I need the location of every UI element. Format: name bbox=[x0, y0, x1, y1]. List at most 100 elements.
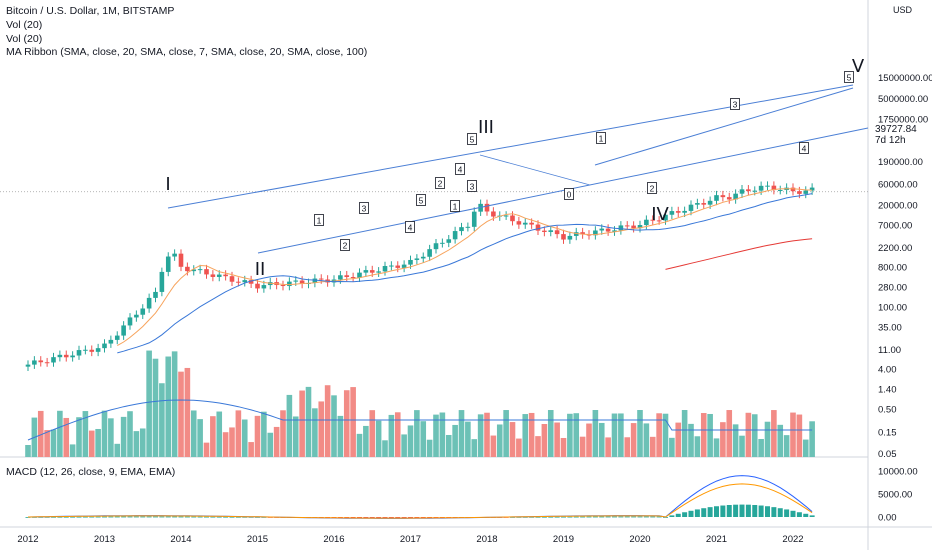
volume-bar bbox=[522, 414, 529, 457]
candle-body bbox=[44, 362, 50, 364]
macd-histogram-bar bbox=[70, 516, 76, 518]
macd-histogram-bar bbox=[720, 505, 726, 517]
candle-body bbox=[631, 225, 636, 229]
volume-bar bbox=[95, 428, 101, 457]
wave-label-minor: 2 bbox=[343, 241, 348, 251]
macd-histogram-bar bbox=[197, 516, 203, 518]
wave-label-major: II bbox=[255, 259, 266, 280]
volume-bar bbox=[88, 430, 95, 457]
macd-histogram-bar bbox=[255, 516, 260, 518]
macd-histogram-bar bbox=[765, 506, 770, 517]
volume-bar bbox=[426, 439, 433, 457]
volume-bar bbox=[197, 419, 203, 457]
candle-body bbox=[433, 243, 439, 250]
candle-body bbox=[223, 274, 228, 277]
volume-bar bbox=[184, 367, 191, 457]
macd-histogram-bar bbox=[592, 516, 598, 518]
volume-bar bbox=[292, 416, 299, 457]
current-price-tag: 39727.84 7d 12h bbox=[871, 124, 932, 146]
volume-bar bbox=[720, 422, 726, 457]
volume-bar bbox=[394, 412, 401, 457]
volume-bar bbox=[726, 410, 733, 457]
price-tick-label: 800.00 bbox=[878, 262, 907, 273]
volume-bar bbox=[261, 411, 267, 457]
candle-body bbox=[369, 270, 375, 273]
macd-histogram-bar bbox=[548, 516, 554, 518]
price-tick-label: 11.00 bbox=[878, 345, 901, 356]
volume-bar bbox=[222, 432, 229, 457]
volume-bar bbox=[37, 410, 44, 457]
volume-bar bbox=[267, 432, 274, 457]
candle-body bbox=[803, 190, 809, 194]
candle-body bbox=[675, 211, 681, 213]
macd-histogram-bar bbox=[529, 516, 535, 518]
volume-bar bbox=[139, 428, 146, 457]
candle-body bbox=[471, 211, 477, 227]
volume-bar bbox=[681, 410, 688, 457]
price-tick-label: 0.05 bbox=[878, 449, 897, 460]
volume-bar bbox=[688, 423, 694, 457]
macd-histogram-bar bbox=[89, 516, 95, 518]
volume-bar bbox=[503, 410, 509, 457]
volume-bar bbox=[579, 436, 586, 457]
candle-body bbox=[395, 265, 401, 268]
wave-label-minor: 4 bbox=[458, 165, 463, 175]
candle-body bbox=[491, 211, 496, 217]
candle-body bbox=[593, 230, 598, 236]
candle-body bbox=[720, 195, 726, 198]
wave-label-box bbox=[314, 214, 324, 226]
candle-body bbox=[739, 189, 745, 194]
volume-bar bbox=[388, 414, 395, 457]
volume-bar bbox=[452, 424, 458, 457]
volume-bar bbox=[343, 390, 350, 457]
candle-body bbox=[688, 204, 694, 211]
macd-histogram-bar bbox=[752, 505, 758, 517]
wave-label-minor: 5 bbox=[470, 135, 475, 145]
candle-body bbox=[159, 271, 165, 292]
volume-bar bbox=[50, 429, 57, 457]
volume-bar bbox=[509, 422, 516, 457]
macd-histogram-bar bbox=[350, 517, 356, 518]
candle-body bbox=[299, 280, 305, 284]
candle-body bbox=[255, 283, 260, 289]
ma-7-line bbox=[117, 188, 813, 347]
price-tick-label: 4.00 bbox=[878, 364, 897, 375]
macd-histogram-bar bbox=[388, 517, 394, 518]
candle-body bbox=[312, 278, 318, 283]
volume-bar bbox=[203, 442, 210, 457]
macd-histogram-bar bbox=[675, 513, 681, 517]
volume-bar bbox=[248, 442, 254, 457]
volume-bar bbox=[477, 414, 484, 457]
price-tick-label: 2200.00 bbox=[878, 243, 912, 254]
time-tick-label: 2013 bbox=[94, 534, 115, 545]
candle-body bbox=[580, 232, 585, 235]
candle-body bbox=[535, 224, 541, 231]
candle-body bbox=[32, 360, 37, 365]
signal-line bbox=[27, 483, 813, 519]
time-tick-label: 2014 bbox=[170, 534, 191, 545]
volume-bar bbox=[528, 412, 535, 457]
volume-bar bbox=[739, 435, 745, 457]
macd-histogram-bar bbox=[172, 516, 178, 518]
candle-body bbox=[140, 308, 146, 315]
price-tick-label: 190000.00 bbox=[878, 157, 923, 168]
volume-bar bbox=[764, 421, 771, 457]
candle-body bbox=[382, 266, 388, 272]
macd-tick-label: 5000.00 bbox=[878, 490, 912, 501]
macd-histogram-bar bbox=[777, 508, 783, 517]
macd-histogram-bar bbox=[395, 517, 401, 518]
volume-bar bbox=[375, 420, 382, 457]
volume-bar bbox=[675, 422, 682, 457]
macd-histogram-bar bbox=[420, 517, 426, 518]
volume-legend-1: Vol (20) bbox=[6, 19, 43, 31]
candle-body bbox=[293, 280, 299, 282]
candle-body bbox=[663, 214, 668, 221]
volume-bar bbox=[586, 423, 592, 457]
candle-body bbox=[338, 275, 343, 280]
macd-histogram-bar bbox=[726, 505, 732, 517]
volume-bar bbox=[777, 424, 784, 457]
candle-body bbox=[408, 259, 413, 265]
volume-bar bbox=[573, 413, 580, 457]
